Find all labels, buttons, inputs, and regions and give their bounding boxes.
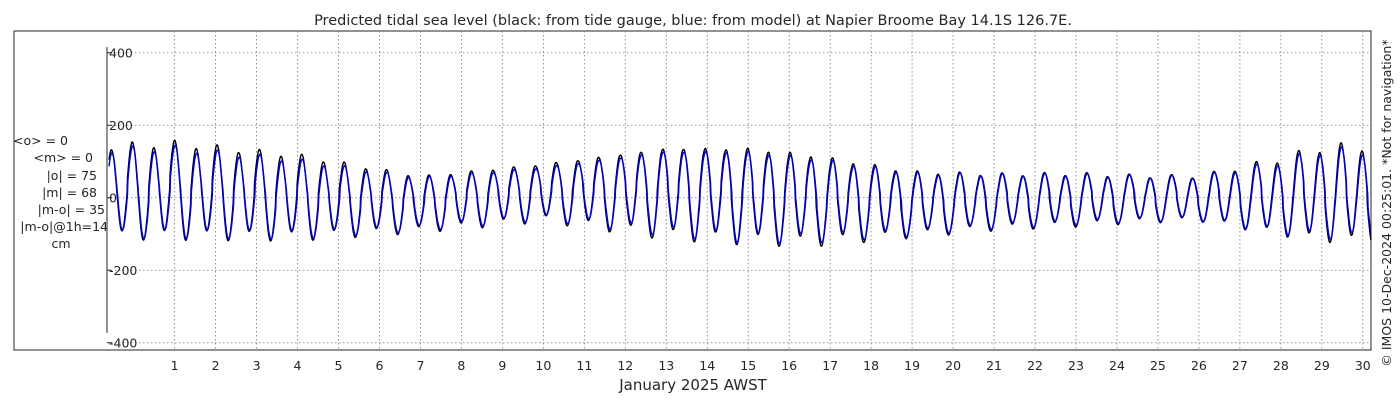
x-tick-label: 13 [658,358,674,373]
x-tick-label: 6 [375,358,383,373]
x-tick-label: 8 [457,358,465,373]
x-tick-label: 30 [1355,358,1371,373]
x-tick-label: 16 [781,358,797,373]
stat-unit: cm [51,236,70,251]
x-tick-label: 28 [1273,358,1289,373]
x-tick-label: 5 [335,358,343,373]
y-tick-label: 200 [109,118,133,133]
x-tick-label: 7 [416,358,424,373]
x-tick-label: 21 [986,358,1002,373]
x-tick-label: 27 [1232,358,1248,373]
stat-mean-obs: <o> = 0 [13,133,68,148]
y-tick-label: -400 [109,335,137,350]
y-tick-label: -200 [109,263,137,278]
x-tick-label: 19 [904,358,920,373]
stat-abs-obs: |o| = 75 [47,168,97,183]
x-tick-label: 25 [1150,358,1166,373]
x-tick-label: 11 [576,358,592,373]
x-tick-label: 22 [1027,358,1043,373]
side-note: © IMOS 10-Dec-2024 00:25:01. *Not for na… [1379,39,1394,366]
x-tick-label: 20 [945,358,961,373]
x-tick-label: 4 [294,358,302,373]
x-tick-label: 14 [699,358,715,373]
x-tick-label: 3 [253,358,261,373]
x-tick-label: 15 [740,358,756,373]
x-tick-label: 24 [1109,358,1125,373]
y-tick-label: 0 [109,190,117,205]
x-tick-label: 2 [212,358,220,373]
x-tick-label: 17 [822,358,838,373]
tide-chart: Predicted tidal sea level (black: from t… [0,0,1400,400]
x-tick-label: 18 [863,358,879,373]
y-tick-label: 400 [109,45,133,60]
x-tick-label: 1 [171,358,179,373]
x-tick-label: 10 [535,358,551,373]
stat-abs-diff: |m-o| = 35 [38,202,105,217]
stat-abs-diff-1h: |m-o|@1h=14 [20,219,108,234]
x-tick-label: 9 [498,358,506,373]
x-tick-label: 29 [1314,358,1330,373]
x-tick-label: 26 [1191,358,1207,373]
stat-mean-model: <m> = 0 [34,150,94,165]
stat-abs-model: |m| = 68 [42,185,97,200]
chart-title: Predicted tidal sea level (black: from t… [314,13,1072,29]
x-axis-label: January 2025 AWST [618,376,767,394]
x-ticks: 1 2 3 4 5 6 7 8 9 10 11 12 13 14 15 16 17 18 19 20 21 22 23 24 2… [171,358,1371,373]
x-tick-label: 23 [1068,358,1084,373]
x-tick-label: 12 [617,358,633,373]
